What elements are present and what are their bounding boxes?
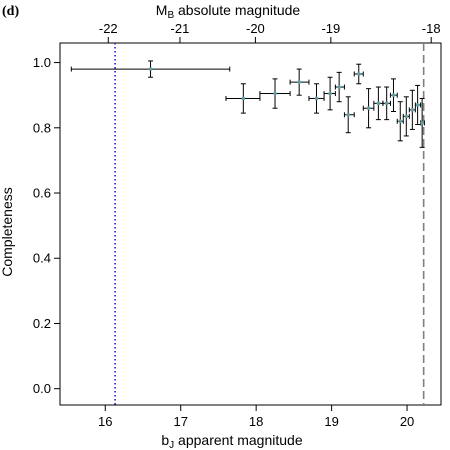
- data-point: [398, 119, 403, 124]
- top-axis-label: MB absolute magnitude: [156, 2, 301, 21]
- x-tick-label: 18: [249, 414, 263, 429]
- data-point: [404, 114, 409, 119]
- data-point: [410, 108, 415, 112]
- y-tick-label: 0.6: [33, 186, 51, 201]
- plot-area: 16 17 18 19 20 0.0 0.2 0.4 0.6 0.8 1.0 -22 -21 -20 -19…: [33, 21, 442, 429]
- x-tick-label: 17: [173, 414, 187, 429]
- bottom-axis-label: bJ apparent magnitude: [161, 432, 302, 450]
- data-point: [366, 106, 371, 111]
- x2-tick-label: -21: [171, 21, 190, 36]
- data-point: [356, 72, 361, 76]
- data-point: [376, 101, 381, 106]
- data-point: [391, 93, 396, 97]
- y-tick-label: 0.4: [33, 251, 51, 266]
- data-point: [337, 85, 341, 89]
- data-point: [273, 91, 277, 96]
- x2-tick-label: -18: [422, 21, 441, 36]
- x-tick-label: 20: [400, 414, 414, 429]
- x-tick-label: 19: [324, 414, 338, 429]
- data-point: [241, 96, 246, 101]
- x2-tick-label: -20: [246, 21, 265, 36]
- bottom-axis-label-subscript: J: [169, 440, 174, 450]
- plot-frame: [59, 42, 442, 406]
- x-tick-label: 16: [98, 414, 112, 429]
- y-tick-label: 0.0: [33, 381, 51, 396]
- data-point: [297, 80, 301, 84]
- y-tick-label: 0.2: [33, 316, 51, 331]
- x2-tick-label: -22: [99, 21, 118, 36]
- y-tick-label: 1.0: [33, 55, 51, 70]
- data-point: [415, 103, 420, 107]
- data-point: [328, 91, 332, 96]
- data-point: [384, 101, 389, 106]
- x2-tick-label: -19: [321, 21, 340, 36]
- y-axis-label: Completeness: [0, 187, 15, 277]
- data-point: [346, 112, 351, 117]
- y-tick-label: 0.8: [33, 120, 51, 135]
- panel-label: (d): [2, 4, 19, 19]
- data-point: [314, 96, 319, 101]
- data-point: [420, 121, 424, 125]
- top-axis-label-subscript: B: [167, 10, 174, 21]
- data-point: [148, 67, 153, 71]
